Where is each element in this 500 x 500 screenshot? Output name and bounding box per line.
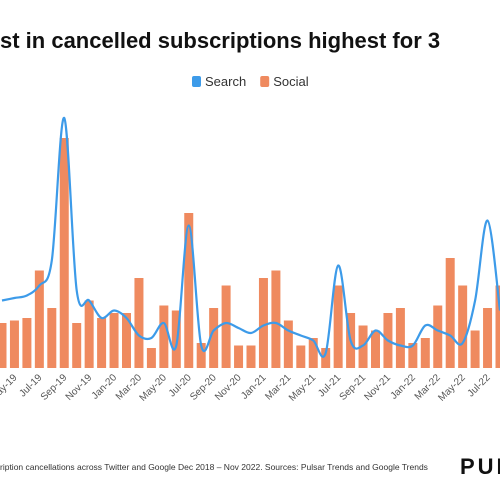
- bar: [84, 300, 94, 368]
- bar: [34, 270, 44, 368]
- bar: [445, 258, 455, 368]
- bar: [371, 330, 380, 368]
- bar: [109, 313, 119, 368]
- line: [1, 116, 500, 358]
- x-tick-label: Nov-20: [213, 372, 244, 403]
- bar: [258, 278, 268, 368]
- x-tick-label: May-20: [138, 372, 170, 404]
- legend-swatch: [192, 76, 201, 87]
- bar: [296, 345, 306, 368]
- bar: [483, 308, 493, 368]
- bar: [458, 285, 468, 368]
- brand: PUL: [460, 454, 500, 479]
- bar: [134, 278, 144, 368]
- legend-label: Social: [273, 74, 309, 89]
- bar: [146, 348, 156, 368]
- bar: [184, 213, 194, 368]
- bar: [246, 345, 256, 368]
- x-tick-label: Jul-22: [466, 372, 493, 399]
- bar: [47, 308, 57, 368]
- bar: [420, 338, 430, 368]
- bar: [0, 323, 7, 368]
- bar: [433, 305, 443, 368]
- bar: [358, 325, 368, 368]
- x-tick-label: Nov-21: [362, 372, 393, 403]
- legend: Search Social: [192, 74, 309, 89]
- bar: [22, 318, 32, 368]
- bar: [308, 338, 318, 368]
- bar: [333, 285, 343, 368]
- bar: [72, 323, 82, 368]
- x-tick-label: May-21: [287, 372, 319, 404]
- bar: [59, 138, 69, 368]
- bar: [196, 343, 206, 368]
- x-tick-label: Jan-22: [389, 372, 419, 402]
- bar: [321, 348, 331, 368]
- bar: [9, 320, 19, 368]
- footnote: ription cancellations across Twitter and…: [0, 462, 428, 472]
- chart-title: st in cancelled subscriptions highest fo…: [0, 28, 440, 53]
- bar: [159, 305, 169, 368]
- bar: [470, 330, 480, 368]
- bar: [209, 308, 219, 368]
- bar: [221, 285, 231, 368]
- bar: [495, 285, 500, 368]
- x-tick-label: Sep-21: [338, 372, 369, 403]
- bar: [234, 345, 244, 368]
- x-tick-label: May-22: [436, 372, 468, 404]
- x-tick-label: May-19: [0, 372, 20, 404]
- x-tick-label: Sep-19: [39, 372, 70, 403]
- bar: [408, 343, 418, 368]
- bar: [395, 308, 405, 368]
- bar: [271, 270, 281, 368]
- x-tick-label: Sep-20: [188, 372, 219, 403]
- x-tick-label: Nov-19: [64, 372, 95, 403]
- legend-label: Search: [205, 74, 246, 89]
- bar: [283, 320, 293, 368]
- legend-swatch: [260, 76, 270, 87]
- bar: [97, 318, 107, 368]
- bar: [122, 313, 131, 368]
